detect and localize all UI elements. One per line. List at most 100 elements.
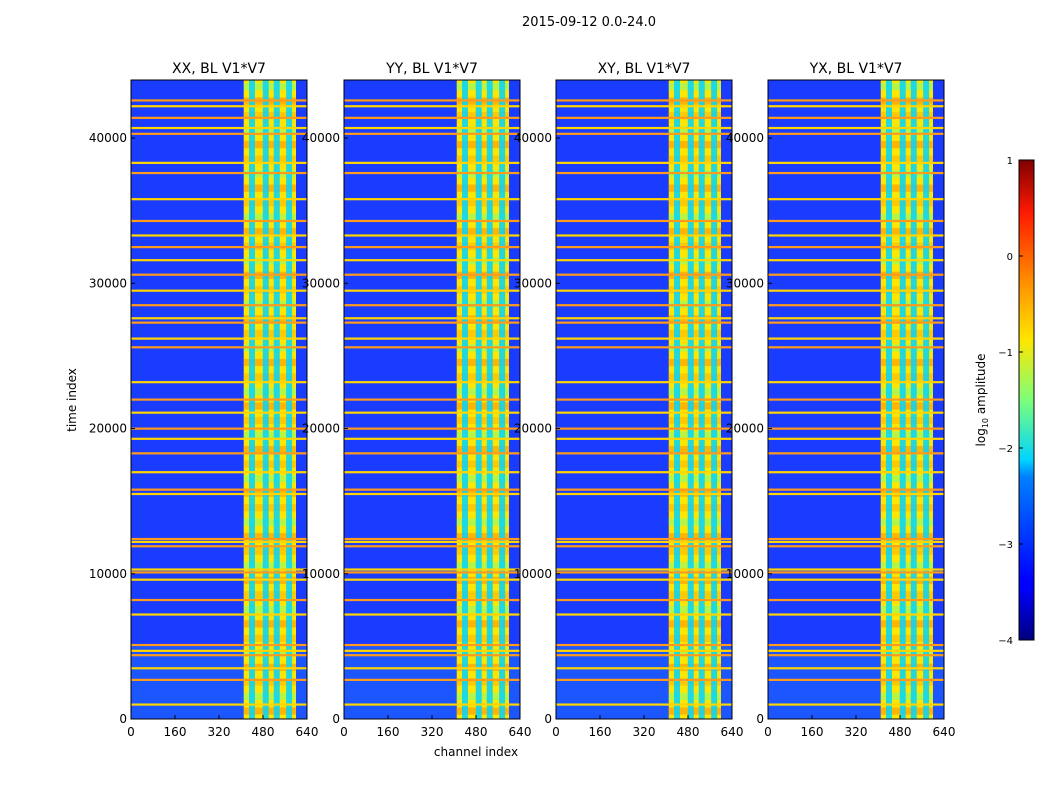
flagged-time-row [131,304,307,306]
flagged-time-row [131,545,307,547]
flagged-time-row [768,304,944,306]
colorbar-tick-label: −4 [998,636,1013,647]
flagged-time-row [768,317,944,319]
flagged-time-row [556,162,732,164]
y-tick-label: 0 [756,712,764,726]
flagged-time-row [556,304,732,306]
y-tick-label: 0 [119,712,127,726]
flagged-time-row [768,127,944,129]
flagged-time-row [344,541,520,543]
flagged-time-row [344,99,520,101]
flagged-time-row [556,234,732,236]
y-tick-label: 40000 [514,131,552,145]
flagged-time-row [768,650,944,652]
flagged-time-row [768,198,944,200]
flagged-time-row [768,274,944,276]
colorbar-tick-label: −1 [998,348,1013,359]
flagged-time-row [556,650,732,652]
x-tick-label: 320 [421,725,444,739]
flagged-time-row [768,399,944,401]
flagged-time-row [344,599,520,601]
flagged-time-row [131,541,307,543]
flagged-time-row [556,127,732,129]
flagged-time-row [344,234,520,236]
y-tick-label: 30000 [726,276,764,290]
flagged-time-row [344,127,520,129]
flagged-time-row [556,438,732,440]
flagged-time-row [131,428,307,430]
flagged-time-row [768,105,944,107]
x-tick-label: 0 [552,725,560,739]
flagged-time-row [344,571,520,573]
y-tick-label: 40000 [302,131,340,145]
y-tick-label: 20000 [302,422,340,436]
flagged-time-row [556,571,732,573]
flagged-time-row [768,172,944,174]
flagged-time-row [768,117,944,119]
colorbar: log10 amplitude 10−1−2−3−4 [974,156,1034,647]
x-tick-label: 160 [164,725,187,739]
x-tick-label: 160 [589,725,612,739]
flagged-time-row [768,571,944,573]
x-tick-label: 0 [764,725,772,739]
flagged-time-row [768,599,944,601]
flagged-time-row [768,162,944,164]
flagged-time-row [344,198,520,200]
x-tick-label: 320 [845,725,868,739]
flagged-time-row [556,246,732,248]
flagged-time-row [344,162,520,164]
flagged-time-row [131,274,307,276]
flagged-time-row [131,162,307,164]
flagged-time-row [131,105,307,107]
flagged-time-row [131,571,307,573]
panel-yy: YY, BL V1*V70 160 320 480 640010000200003000… [302,61,532,739]
flagged-time-row [768,290,944,292]
y-tick-label: 10000 [302,567,340,581]
flagged-time-row [768,99,944,101]
colorbar-tick-label: −2 [998,444,1013,455]
flagged-time-row [768,428,944,430]
flagged-time-row [556,99,732,101]
colorbar-label: log10 amplitude [974,354,990,447]
flagged-time-row [131,322,307,324]
flagged-time-row [131,99,307,101]
flagged-time-row [556,599,732,601]
flagged-time-row [556,452,732,454]
x-tick-label: 160 [377,725,400,739]
flagged-time-row [131,568,307,570]
flagged-time-row [556,538,732,540]
flagged-time-row [344,317,520,319]
flagged-time-row [344,545,520,547]
flagged-time-row [556,198,732,200]
flagged-time-row [131,246,307,248]
flagged-time-row [131,703,307,705]
colorbar-gradient [1019,160,1034,640]
figure-suptitle: 2015-09-12 0.0-24.0 [522,15,656,30]
colorbar-tick-label: 0 [1007,252,1013,263]
flagged-time-row [344,613,520,615]
panel-xx: XX, BL V1*V70 160 320 480 640010000200003000… [89,61,319,739]
flagged-time-row [344,579,520,581]
y-tick-label: 10000 [514,567,552,581]
flagged-time-row [344,117,520,119]
flagged-time-row [131,198,307,200]
flagged-time-row [344,322,520,324]
flagged-time-row [768,381,944,383]
flagged-time-row [344,679,520,681]
flagged-time-row [768,568,944,570]
flagged-time-row [768,654,944,656]
flagged-time-row [131,338,307,340]
flagged-time-row [768,259,944,261]
flagged-time-row [768,322,944,324]
flagged-time-row [344,568,520,570]
flagged-time-row [344,654,520,656]
flagged-time-row [556,338,732,340]
flagged-time-row [344,133,520,135]
flagged-time-row [344,489,520,491]
flagged-time-row [131,220,307,222]
spectrogram-figure: 2015-09-12 0.0-24.0 XX, BL V1*V70 160 320 4… [0,0,1050,800]
x-tick-label: 160 [801,725,824,739]
flagged-time-row [768,246,944,248]
flagged-time-row [344,399,520,401]
flagged-time-row [556,381,732,383]
